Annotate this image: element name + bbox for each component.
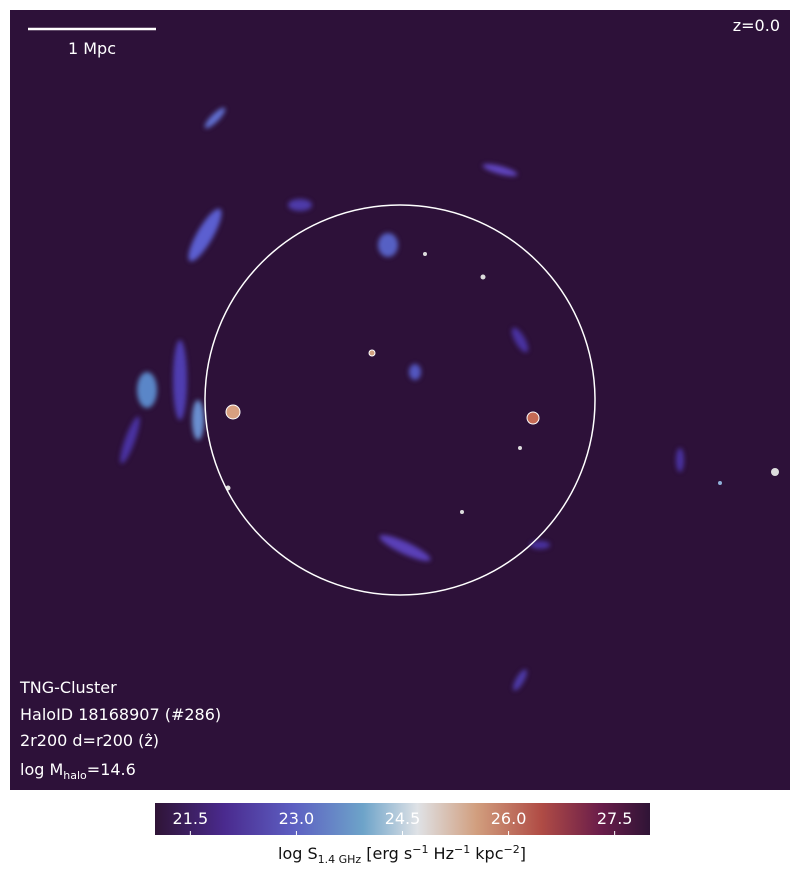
- cb-sup: −1: [412, 843, 428, 856]
- cb-label: log S: [278, 844, 318, 863]
- redshift-label: z=0.0: [733, 16, 780, 35]
- cb-label: Hz: [428, 844, 454, 863]
- bright-sources: [225, 252, 779, 514]
- cb-label: [erg s: [361, 844, 412, 863]
- colorbar-tick-label: 21.5: [173, 809, 209, 828]
- map-background: [10, 10, 790, 790]
- cb-sup: −2: [504, 843, 520, 856]
- info-line: HaloID 18168907 (#286): [20, 705, 221, 724]
- cb-label: kpc: [470, 844, 503, 863]
- emission-blobs: [120, 107, 684, 691]
- colorbar-tick-label: 27.5: [597, 809, 633, 828]
- colorbar-label: log S1.4 GHz [erg s−1 Hz−1 kpc−2]: [278, 843, 526, 866]
- mass-sub: halo: [63, 769, 87, 782]
- scale-bar-label: 1 Mpc: [68, 39, 116, 58]
- info-line: 2r200 d=r200 (ẑ): [20, 731, 159, 750]
- colorbar-tick-label: 24.5: [385, 809, 421, 828]
- cb-label: ]: [520, 844, 526, 863]
- mass-value: =14.6: [87, 760, 136, 779]
- colorbar: [155, 803, 650, 835]
- cb-sup: −1: [454, 843, 470, 856]
- mass-text: log M: [20, 760, 63, 779]
- mass-label: log Mhalo=14.6: [20, 760, 136, 782]
- colorbar-tick-label: 26.0: [491, 809, 527, 828]
- info-line: TNG-Cluster: [19, 678, 117, 697]
- colorbar-tick-label: 23.0: [279, 809, 315, 828]
- cb-sub: 1.4 GHz: [318, 853, 362, 866]
- r200-circle: [204, 204, 596, 596]
